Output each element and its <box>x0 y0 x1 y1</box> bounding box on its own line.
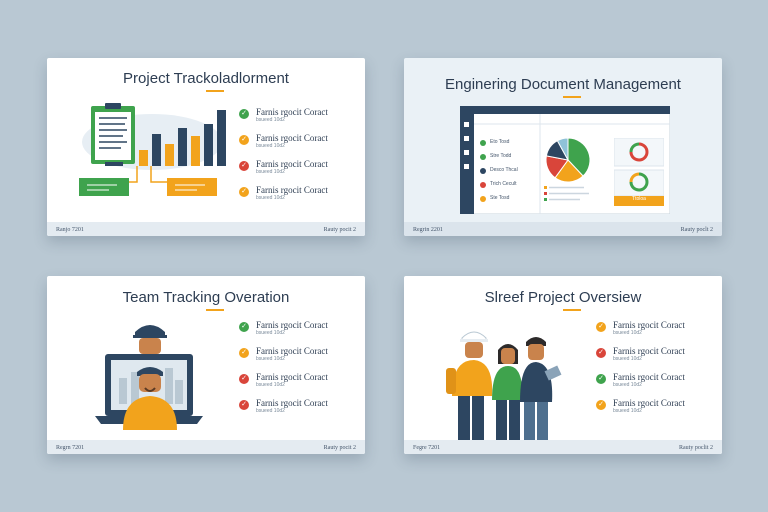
pie-slice <box>567 137 591 177</box>
legend-label: Farnis rgocit Coract <box>613 320 685 330</box>
footer-left-text: Regrn 7201 <box>56 445 85 451</box>
legend-sub: bsueed 10d2 <box>613 356 642 362</box>
file-icon <box>480 154 486 160</box>
legend-sub: bsueed 10d2 <box>256 195 285 201</box>
slide-footer <box>47 222 365 236</box>
panel-label: Ttoloa <box>632 196 646 202</box>
check-icon: ✓ <box>239 161 249 171</box>
check-icon: ✓ <box>239 348 249 358</box>
title-underline <box>206 309 224 311</box>
file-icon <box>480 182 486 188</box>
legend-label: Farnis rgocit Coract <box>613 372 685 382</box>
legend-sub: bsueed 10d2 <box>256 117 285 123</box>
file-icon <box>480 140 486 146</box>
slide-title: Slreef Project Oversiew <box>484 289 642 306</box>
slide-title: Team Tracking Overation <box>122 289 290 306</box>
footer-right-text: Rauty pocit 2 <box>323 445 356 451</box>
check-icon: ✓ <box>239 135 249 145</box>
check-icon: ✓ <box>239 109 249 119</box>
legend-label: Farnis rgocit Coract <box>613 346 685 356</box>
legend-sub: bsueed 10d2 <box>613 408 642 414</box>
bar-chart-graphic <box>139 110 226 166</box>
check-icon: ✓ <box>239 187 249 197</box>
legend-sub: bsueed 10d2 <box>256 382 285 388</box>
workers-illustration <box>446 331 562 440</box>
orange-card <box>167 178 217 196</box>
document-label: Trich Cecult <box>490 181 517 187</box>
document-label: Desco Thcal <box>490 167 518 173</box>
check-icon: ✓ <box>239 322 249 332</box>
check-icon: ✓ <box>596 374 606 384</box>
legend-sub: bsueed 10d2 <box>256 143 285 149</box>
document-label: Eto Tosd <box>490 139 510 145</box>
slide-footer <box>404 440 722 454</box>
document-label: Stre Todd <box>490 153 512 159</box>
legend-label: Farnis rgocit Coract <box>256 398 328 408</box>
legend-lines <box>544 186 589 201</box>
legend-sub: bsueed 10d2 <box>256 408 285 414</box>
project-illustration <box>79 103 226 196</box>
team-illustration <box>95 325 203 430</box>
legend-sub: bsueed 10d2 <box>613 330 642 336</box>
pie-chart <box>545 137 591 183</box>
legend-sub: bsueed 10d2 <box>613 382 642 388</box>
file-icon <box>480 196 486 202</box>
slide-document-management[interactable]: Enginering Document Management Eto Tosd S… <box>404 58 722 236</box>
legend-label: Farnis rgocit Coract <box>613 398 685 408</box>
gauge-panel <box>614 138 664 206</box>
check-icon: ✓ <box>239 400 249 410</box>
legend-sub: bsueed 10d2 <box>256 356 285 362</box>
slide-title: Enginering Document Management <box>445 76 681 93</box>
legend-label: Farnis rgocit Coract <box>256 133 328 143</box>
legend-label: Farnis rgocit Coract <box>256 372 328 382</box>
footer-right-text: Rauty poclit 2 <box>679 445 713 451</box>
footer-left-text: Fegre 7201 <box>413 445 441 451</box>
legend-label: Farnis rgocit Coract <box>256 346 328 356</box>
slide-project-tracking[interactable]: Project Trackoladlorment <box>47 58 365 236</box>
green-card <box>79 178 129 196</box>
legend-label: Farnis rgocit Coract <box>256 107 328 117</box>
legend-label: Farnis rgocit Coract <box>256 159 328 169</box>
document-label: Ste Tosd <box>490 195 510 201</box>
footer-right-text: Rauty poclt 2 <box>680 227 713 233</box>
slide-footer <box>404 222 722 236</box>
check-icon: ✓ <box>596 400 606 410</box>
legend-label: Farnis rgocit Coract <box>256 185 328 195</box>
pie-slice <box>556 137 569 161</box>
file-icon <box>480 168 486 174</box>
slide-title: Project Trackoladlorment <box>123 70 289 87</box>
footer-right-text: Rauty pocit 2 <box>323 227 356 233</box>
footer-left-text: Regrin 2201 <box>413 227 443 233</box>
legend-sub: bsueed 10d2 <box>256 330 285 336</box>
check-icon: ✓ <box>239 374 249 384</box>
slide-project-overview[interactable]: Slreef Project Oversiew ✓ Farnis rgocit … <box>404 276 722 454</box>
title-underline <box>563 96 581 98</box>
legend-sub: bsueed 10d2 <box>256 169 285 175</box>
slide-team-tracking[interactable]: Team Tracking Overation ✓ Farnis rgocit … <box>47 276 365 454</box>
footer-left-text: Ranjo 7201 <box>56 227 84 233</box>
title-underline <box>563 309 581 311</box>
title-underline <box>206 90 224 92</box>
legend-label: Farnis rgocit Coract <box>256 320 328 330</box>
check-icon: ✓ <box>596 348 606 358</box>
check-icon: ✓ <box>596 322 606 332</box>
slide-footer <box>47 440 365 454</box>
